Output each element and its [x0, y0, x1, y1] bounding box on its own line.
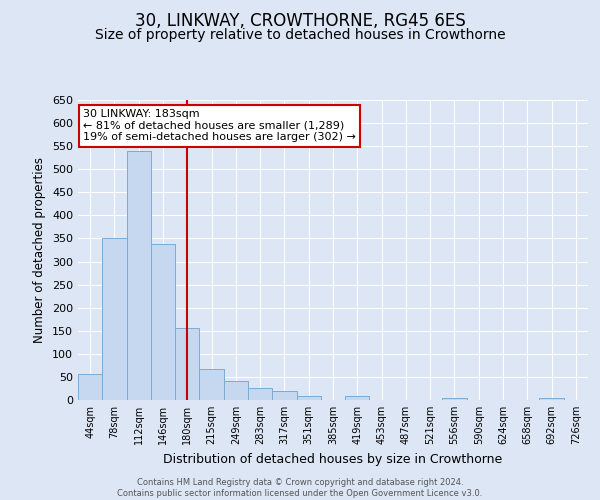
X-axis label: Distribution of detached houses by size in Crowthorne: Distribution of detached houses by size …: [163, 452, 503, 466]
Bar: [272, 391, 296, 400]
Text: 30, LINKWAY, CROWTHORNE, RG45 6ES: 30, LINKWAY, CROWTHORNE, RG45 6ES: [134, 12, 466, 30]
Bar: [539, 398, 564, 400]
Y-axis label: Number of detached properties: Number of detached properties: [34, 157, 46, 343]
Bar: [127, 151, 151, 400]
Text: Size of property relative to detached houses in Crowthorne: Size of property relative to detached ho…: [95, 28, 505, 42]
Bar: [78, 374, 102, 400]
Bar: [199, 368, 224, 400]
Bar: [224, 380, 248, 400]
Text: Contains HM Land Registry data © Crown copyright and database right 2024.
Contai: Contains HM Land Registry data © Crown c…: [118, 478, 482, 498]
Bar: [296, 396, 321, 400]
Bar: [345, 396, 370, 400]
Bar: [442, 398, 467, 400]
Text: 30 LINKWAY: 183sqm
← 81% of detached houses are smaller (1,289)
19% of semi-deta: 30 LINKWAY: 183sqm ← 81% of detached hou…: [83, 109, 356, 142]
Bar: [102, 238, 127, 400]
Bar: [175, 328, 199, 400]
Bar: [151, 244, 175, 400]
Bar: [248, 388, 272, 400]
